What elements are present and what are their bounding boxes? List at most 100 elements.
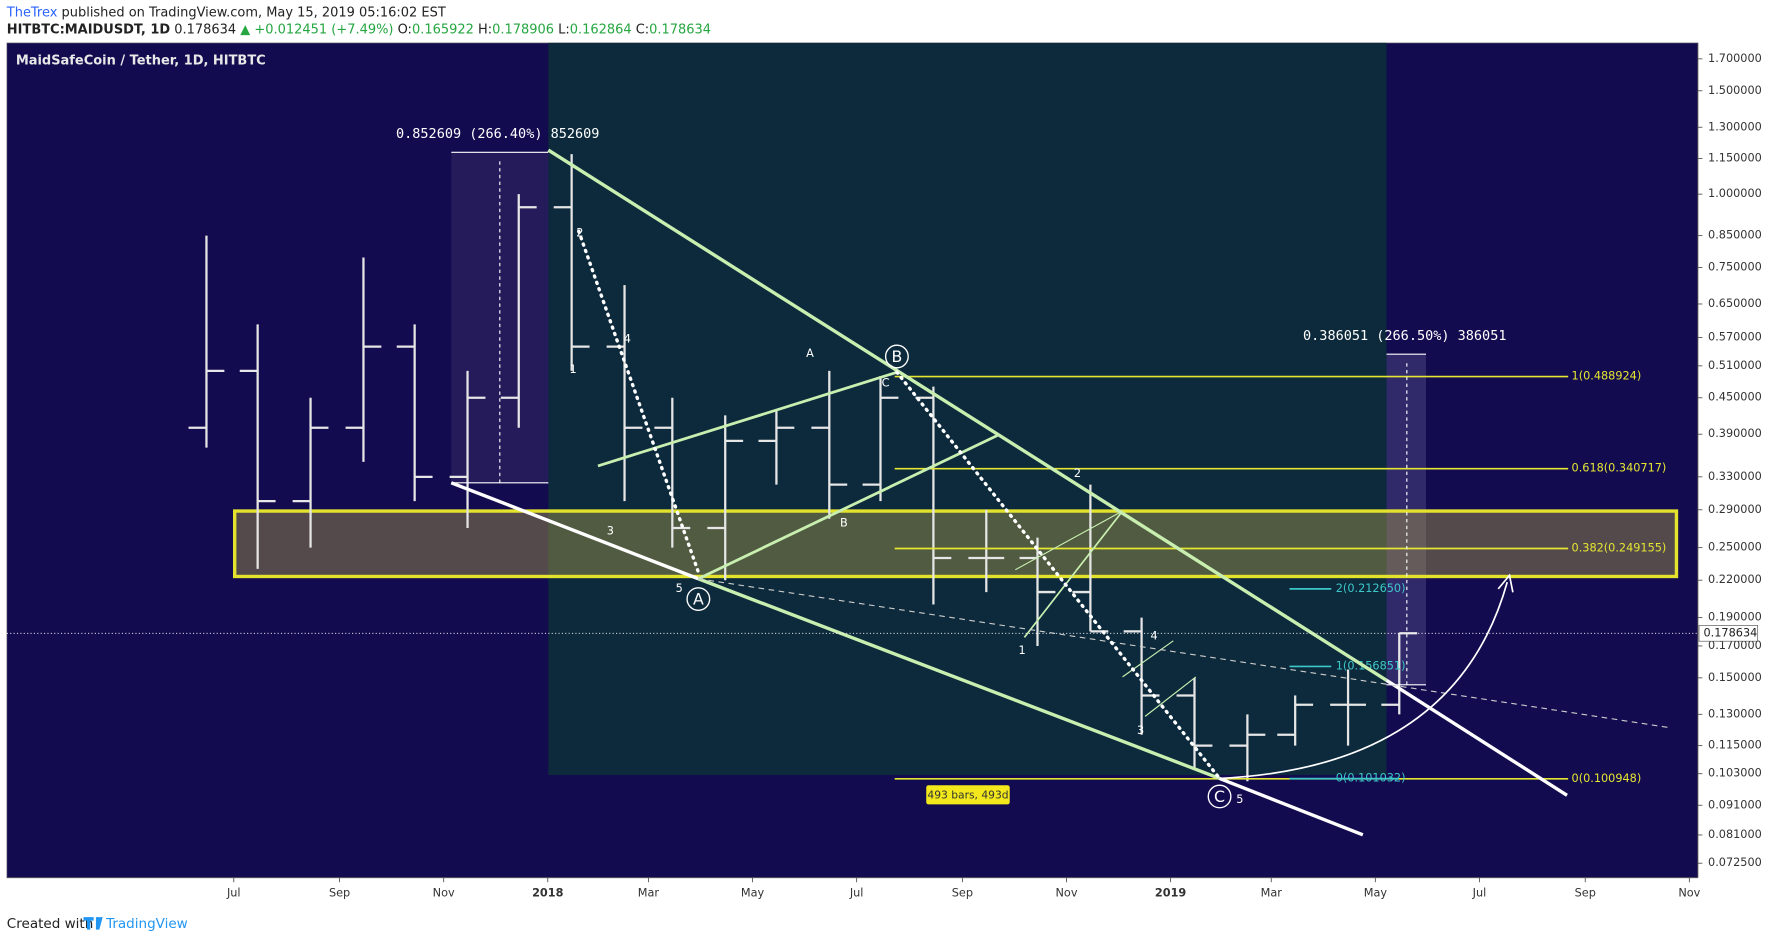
y-tick-label: 0.103000 <box>1708 767 1762 780</box>
wave-label: B <box>891 347 902 366</box>
fib-label: 0.382(0.249155) <box>1572 541 1667 554</box>
y-tick-label: 0.450000 <box>1708 391 1762 404</box>
wave-label: C <box>1214 787 1225 806</box>
x-tick-label: Jul <box>849 886 864 899</box>
y-tick-label: 0.072500 <box>1708 856 1762 869</box>
fib-label: 1(0.488924) <box>1572 370 1642 383</box>
x-tick-label: May <box>1364 886 1388 899</box>
y-tick-label: 0.510000 <box>1708 359 1762 372</box>
last: 0.178634 <box>174 22 236 37</box>
y-tick-label: 0.091000 <box>1708 798 1762 811</box>
y-tick-label: 0.850000 <box>1708 229 1762 242</box>
published: published on TradingView.com, May 15, 20… <box>62 5 446 20</box>
x-tick-label: Sep <box>952 886 973 899</box>
x-tick-label: Nov <box>433 886 455 899</box>
x-tick-label: Jul <box>226 886 241 899</box>
wave-labels: A B C 1 2 3 4 5 A B C 1 2 3 4 5 <box>570 227 1244 807</box>
x-tick-label: Jul <box>1472 886 1487 899</box>
y-tick-label: 0.115000 <box>1708 739 1762 752</box>
c: 0.178634 <box>649 22 711 37</box>
y-tick-label: 0.650000 <box>1708 297 1762 310</box>
fib-label: 0.618(0.340717) <box>1572 462 1667 475</box>
arrow-head <box>1497 573 1514 593</box>
wave-label: C <box>882 377 890 390</box>
wave-circle <box>884 344 909 369</box>
chart-title: MaidSafeCoin / Tether, 1D, HITBTC <box>16 53 266 68</box>
channel-line <box>1122 640 1174 678</box>
x-tick-label: Sep <box>329 886 350 899</box>
measure-label: 0.386051 (266.50%) 386051 <box>1303 328 1506 344</box>
wave-label: 1 <box>1019 644 1026 657</box>
author[interactable]: TheTrex <box>6 5 58 20</box>
footer-created: Created with <box>7 916 93 932</box>
wave-label: 4 <box>1151 629 1158 642</box>
y-tick-label: 1.150000 <box>1708 152 1762 165</box>
dashed-trend <box>698 578 1670 729</box>
y-tick-label: 0.170000 <box>1708 639 1762 652</box>
drawings <box>450 148 1670 837</box>
h: 0.178906 <box>492 22 554 37</box>
y-tick-label: 0.130000 <box>1708 707 1762 720</box>
symbol: HITBTC:MAIDUSDT, 1D <box>7 22 171 37</box>
h-label: H: <box>478 22 492 37</box>
wave-label: 2 <box>1074 467 1081 480</box>
wave-label: 5 <box>676 582 683 595</box>
o: 0.165922 <box>412 22 474 37</box>
x-tick-label: Mar <box>638 886 660 899</box>
l-label: L: <box>558 22 570 37</box>
support-zone <box>232 509 1679 579</box>
channel-line <box>597 370 898 468</box>
wave-label: 3 <box>607 524 614 537</box>
o-label: O: <box>398 22 412 37</box>
trend-line <box>1385 678 1568 797</box>
dotted-path <box>895 370 1222 781</box>
wave-label: 2 <box>576 227 583 240</box>
y-tick-label: 0.390000 <box>1708 427 1762 440</box>
y-tick-label: 0.290000 <box>1708 503 1762 516</box>
l: 0.162864 <box>570 22 632 37</box>
y-tick-label: 1.000000 <box>1708 187 1762 200</box>
y-tick-label: 0.750000 <box>1708 260 1762 273</box>
wave-label: A <box>806 347 814 360</box>
trend-line <box>1218 776 1364 837</box>
measure-label: 0.852609 (266.40%) 852609 <box>396 126 599 142</box>
symbol-line: HITBTC:MAIDUSDT, 1D 0.178634 ▲ +0.012451… <box>7 22 711 37</box>
wave-label: A <box>693 590 704 609</box>
header-line: TheTrex published on TradingView.com, Ma… <box>6 5 446 20</box>
y-tick-label: 0.330000 <box>1708 470 1762 483</box>
wave-label: 1 <box>570 363 577 376</box>
date-range-region <box>548 42 1387 776</box>
projection-arrow <box>1219 581 1509 780</box>
trend-line <box>450 481 699 581</box>
wave-label: B <box>840 516 848 529</box>
y-tick-label: 0.081000 <box>1708 828 1762 841</box>
wave-label: 5 <box>1236 793 1243 806</box>
y-tick-label: 1.700000 <box>1708 52 1762 65</box>
extension-label: 1(0.156851) <box>1336 659 1406 672</box>
date-range-label: 493 bars, 493d <box>927 788 1008 801</box>
x-tick-label: Nov <box>1056 886 1078 899</box>
date-range-badge <box>926 785 1010 805</box>
extension-label: 2(0.212650) <box>1336 582 1406 595</box>
channel-line <box>1015 510 1123 571</box>
brand-logo <box>83 917 103 930</box>
channel-line <box>1023 510 1124 638</box>
x-tick-label: Sep <box>1575 886 1596 899</box>
y-tick-label: 0.220000 <box>1708 573 1762 586</box>
footer-brand[interactable]: TradingView <box>105 916 188 932</box>
y-tick-label: 0.570000 <box>1708 330 1762 343</box>
y-tick-label: 0.190000 <box>1708 611 1762 624</box>
wave-label: 3 <box>1137 724 1144 737</box>
y-tick-label: 0.150000 <box>1708 671 1762 684</box>
channel-line <box>1144 676 1197 717</box>
y-axis-panel <box>1697 42 1769 878</box>
y-tick-label: 0.250000 <box>1708 541 1762 554</box>
wave-label: 4 <box>624 333 631 346</box>
extension-label: 0(0.101032) <box>1336 772 1406 785</box>
last-price-label: 0.178634 <box>1704 626 1758 639</box>
y-tick-label: 1.300000 <box>1708 120 1762 133</box>
trend-line <box>547 148 1388 682</box>
x-tick-label: 2018 <box>532 886 564 899</box>
y-tick-label: 1.500000 <box>1708 84 1762 97</box>
